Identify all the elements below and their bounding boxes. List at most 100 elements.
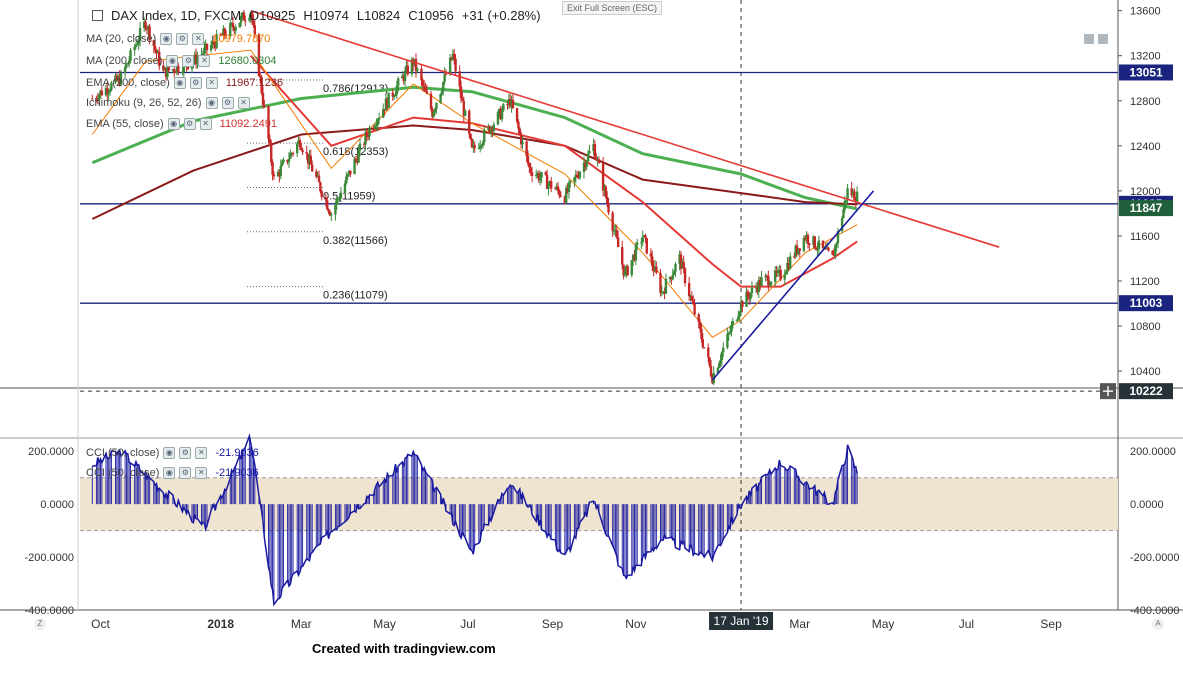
candle-body bbox=[196, 57, 199, 65]
candle-body bbox=[278, 171, 281, 177]
candle-body bbox=[784, 271, 788, 275]
candle-body bbox=[509, 98, 512, 107]
candle-body bbox=[343, 183, 347, 193]
zoom-button[interactable]: Z bbox=[34, 618, 46, 630]
eye-icon[interactable]: ◉ bbox=[163, 467, 176, 479]
candle-body bbox=[683, 268, 687, 283]
candle-body bbox=[787, 262, 791, 269]
legend-ma20[interactable]: MA (20, close) ◉ ⚙ ✕ 10979.7870 bbox=[86, 33, 270, 45]
close-icon[interactable]: ✕ bbox=[205, 77, 218, 89]
candle-body bbox=[836, 231, 840, 244]
candle-body bbox=[244, 20, 247, 22]
candle-body bbox=[842, 209, 845, 219]
candle-body bbox=[737, 316, 740, 320]
candle-body bbox=[395, 85, 399, 95]
eye-icon[interactable]: ◉ bbox=[166, 55, 179, 67]
candle-body bbox=[612, 230, 616, 232]
candle-body bbox=[271, 161, 274, 175]
eye-icon[interactable]: ◉ bbox=[160, 33, 173, 45]
candle-body bbox=[702, 347, 706, 349]
candle-body bbox=[166, 66, 169, 78]
candle-body bbox=[186, 65, 190, 70]
candle-body bbox=[231, 23, 235, 28]
candle-body bbox=[663, 291, 666, 294]
candle-body bbox=[173, 69, 176, 73]
cci-tick-label-left: 0.0000 bbox=[40, 499, 74, 511]
candle-body bbox=[373, 125, 377, 129]
eye-icon[interactable]: ◉ bbox=[173, 77, 186, 89]
candle-body bbox=[611, 212, 614, 232]
candle-body bbox=[573, 177, 576, 182]
candle-body bbox=[362, 143, 366, 145]
crosshair-date-label: 17 Jan '19 bbox=[714, 614, 769, 628]
auto-scale-button[interactable]: A bbox=[1152, 618, 1164, 630]
close-icon[interactable]: ✕ bbox=[195, 467, 208, 479]
candle-body bbox=[327, 209, 330, 212]
crosshair-date-box bbox=[709, 612, 774, 630]
candle-body bbox=[97, 94, 101, 101]
legend-ma200[interactable]: MA (200, close) ◉ ⚙ ✕ 12680.0304 bbox=[86, 55, 277, 67]
candle-body bbox=[757, 279, 760, 293]
candle-body bbox=[626, 266, 629, 276]
price-tag-label: 11847 bbox=[1130, 201, 1163, 215]
candle-body bbox=[824, 247, 827, 250]
candle-body bbox=[832, 254, 836, 257]
candle-body bbox=[835, 243, 838, 246]
gear-icon[interactable]: ⚙ bbox=[179, 447, 192, 459]
candle-body bbox=[701, 339, 704, 348]
candle-body bbox=[253, 25, 257, 35]
eye-icon[interactable]: ◉ bbox=[167, 118, 180, 130]
collapse-icon[interactable] bbox=[92, 10, 103, 21]
exit-fullscreen-button[interactable]: Exit Full Screen (ESC) bbox=[562, 1, 663, 15]
candle-body bbox=[719, 360, 722, 364]
gear-icon[interactable]: ⚙ bbox=[176, 33, 189, 45]
candle-body bbox=[616, 237, 620, 248]
candle-body bbox=[301, 150, 304, 153]
candle-body bbox=[670, 277, 673, 280]
gear-icon[interactable]: ⚙ bbox=[183, 118, 196, 130]
symbol-title[interactable]: DAX Index, 1D, FXCM bbox=[111, 8, 242, 23]
candle-body bbox=[567, 182, 571, 193]
gear-icon[interactable]: ⚙ bbox=[221, 97, 234, 109]
candle-body bbox=[739, 301, 743, 313]
candle-body bbox=[309, 155, 313, 165]
candle-body bbox=[678, 254, 681, 264]
gear-icon[interactable]: ⚙ bbox=[189, 77, 202, 89]
candle-body bbox=[748, 296, 751, 299]
gear-icon[interactable]: ⚙ bbox=[179, 467, 192, 479]
legend-ema200[interactable]: EMA (200, close) ◉ ⚙ ✕ 11967.1236 bbox=[86, 77, 283, 89]
candle-body bbox=[846, 188, 849, 201]
close-icon[interactable]: ✕ bbox=[237, 97, 250, 109]
close-icon[interactable]: ✕ bbox=[199, 118, 212, 130]
candle-body bbox=[298, 140, 302, 147]
eye-icon[interactable]: ◉ bbox=[163, 447, 176, 459]
candle-body bbox=[291, 153, 295, 155]
candle-body bbox=[468, 110, 471, 134]
legend-ichimoku[interactable]: Ichimoku (9, 26, 52, 26) ◉ ⚙ ✕ bbox=[86, 97, 250, 109]
candle-body bbox=[148, 26, 151, 41]
close-icon[interactable]: ✕ bbox=[198, 55, 211, 67]
candle-body bbox=[462, 100, 465, 116]
gear-icon[interactable]: ⚙ bbox=[182, 55, 195, 67]
candle-body bbox=[365, 132, 369, 137]
candle-body bbox=[392, 96, 396, 98]
legend-ema55[interactable]: EMA (55, close) ◉ ⚙ ✕ 11092.2491 bbox=[86, 118, 277, 130]
candle-body bbox=[625, 266, 628, 272]
fib-label: 0.236(11079) bbox=[323, 290, 388, 302]
candle-body bbox=[510, 99, 513, 107]
candle-body bbox=[825, 247, 829, 250]
eye-icon[interactable]: ◉ bbox=[205, 97, 218, 109]
candle-body bbox=[377, 117, 381, 120]
close-icon[interactable]: ✕ bbox=[192, 33, 205, 45]
legend-cci-1[interactable]: CCI (50, close) ◉ ⚙ ✕ -21.9036 bbox=[86, 447, 259, 459]
candle-body bbox=[760, 277, 763, 286]
candle-body bbox=[775, 270, 778, 274]
candle-body bbox=[224, 35, 228, 37]
legend-label: MA (200, close) bbox=[86, 55, 163, 67]
candle-body bbox=[492, 124, 496, 131]
close-icon[interactable]: ✕ bbox=[195, 447, 208, 459]
candle-body bbox=[623, 271, 627, 276]
legend-cci-2[interactable]: CCI (50, close) ◉ ⚙ ✕ -21.9036 bbox=[86, 467, 259, 479]
candle-body bbox=[687, 282, 691, 297]
candle-body bbox=[99, 90, 102, 95]
